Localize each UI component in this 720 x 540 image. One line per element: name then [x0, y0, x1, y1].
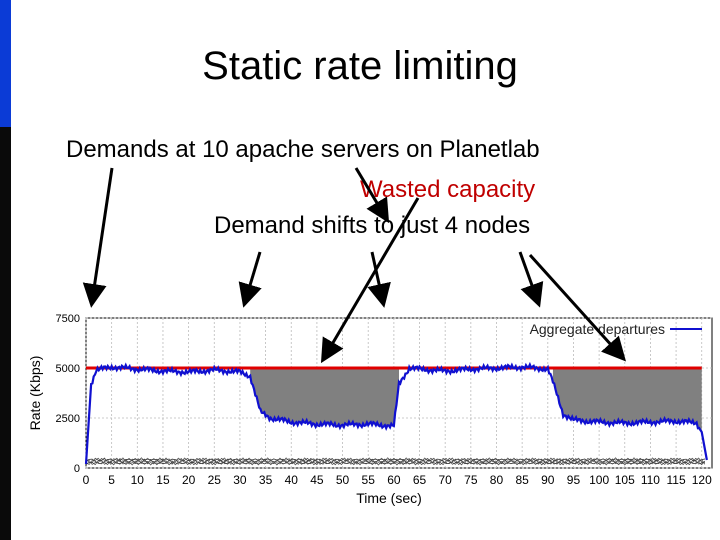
x-tick-label: 10: [131, 473, 145, 487]
x-tick-label: 25: [208, 473, 222, 487]
x-tick-label: 35: [259, 473, 273, 487]
x-tick-label: 30: [233, 473, 247, 487]
x-tick-label: 110: [641, 473, 660, 487]
x-tick-label: 45: [310, 473, 324, 487]
x-tick-label: 60: [387, 473, 401, 487]
x-tick-label: 115: [667, 473, 686, 487]
annotation-arrow: [518, 251, 544, 308]
node-demand-line: [85, 457, 706, 466]
x-axis-label: Time (sec): [356, 490, 422, 506]
x-tick-label: 50: [336, 473, 350, 487]
x-tick-label: 105: [615, 473, 635, 487]
x-tick-label: 120: [692, 473, 712, 487]
annotation-demands: Demands at 10 apache servers on Planetla…: [66, 136, 540, 163]
accent-bar-dark: [0, 127, 11, 540]
annotation-arrow: [320, 197, 420, 364]
y-axis-label: Rate (Kbps): [27, 356, 43, 431]
annotation-arrow: [528, 253, 627, 362]
x-tick-label: 100: [589, 473, 609, 487]
x-tick-label: 20: [182, 473, 196, 487]
annotation-arrow: [367, 251, 391, 308]
annotation-wasted-capacity: Wasted capacity: [360, 176, 536, 203]
x-tick-label: 85: [515, 473, 529, 487]
y-tick-label: 5000: [56, 363, 80, 375]
x-tick-label: 95: [567, 473, 581, 487]
x-tick-label: 65: [413, 473, 427, 487]
x-tick-label: 80: [490, 473, 504, 487]
wasted-capacity-region: [552, 368, 702, 432]
annotation-arrow: [238, 251, 262, 308]
node-demand-line: [85, 457, 705, 466]
accent-bar-blue: [0, 0, 11, 127]
x-tick-label: 15: [156, 473, 170, 487]
x-tick-label: 5: [108, 473, 115, 487]
annotation-arrow: [82, 167, 114, 308]
x-tick-label: 40: [285, 473, 299, 487]
x-tick-label: 55: [362, 473, 376, 487]
annotation-arrow: [354, 167, 390, 224]
x-tick-label: 75: [464, 473, 478, 487]
slide-title: Static rate limiting: [202, 44, 518, 88]
node-demand-line: [85, 457, 705, 466]
aggregate-departures-line: [84, 361, 708, 465]
y-tick-label: 0: [74, 463, 80, 475]
x-tick-label: 70: [439, 473, 453, 487]
y-tick-label: 2500: [56, 413, 80, 425]
wasted-capacity-region: [250, 368, 399, 426]
x-tick-label: 90: [541, 473, 555, 487]
x-tick-label: 0: [83, 473, 90, 487]
y-tick-label: 7500: [56, 313, 80, 325]
